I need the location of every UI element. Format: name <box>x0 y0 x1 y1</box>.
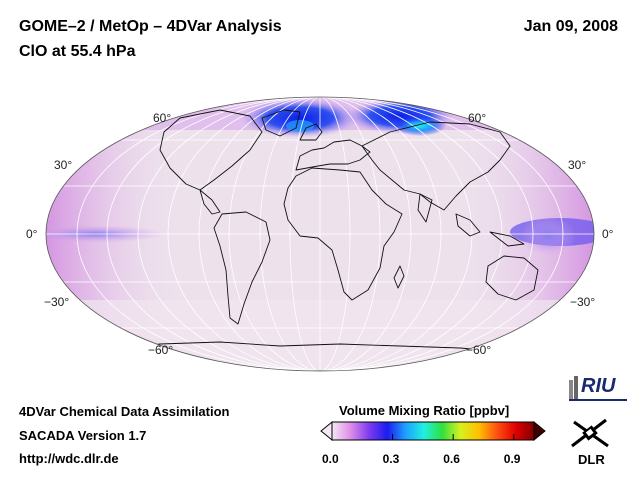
footer-url[interactable]: http://wdc.dlr.de <box>19 451 119 466</box>
colorbar-max-arrow <box>533 420 546 442</box>
lat-label-right-60s: −60° <box>466 343 492 357</box>
lat-label-left-30n: 30° <box>54 158 73 172</box>
lat-label-left-0: 0° <box>26 227 38 241</box>
lat-label-left-30s: −30° <box>44 295 70 309</box>
colorbar-tick-label: 0.3 <box>382 452 400 466</box>
lat-label-right-60n: 60° <box>468 111 487 125</box>
colorbar-title: Volume Mixing Ratio [ppbv] <box>339 403 510 418</box>
coastlines <box>99 109 541 371</box>
footer-line-1: 4DVar Chemical Data Assimilation <box>19 404 230 419</box>
footer-line-2: SACADA Version 1.7 <box>19 428 147 443</box>
colorbar-tick-label: 0.0 <box>322 452 339 466</box>
mixing-ratio-field <box>46 97 594 371</box>
colorbar-tick-label: 0.6 <box>443 452 460 466</box>
lat-label-left-60n: 60° <box>153 111 172 125</box>
colorbar <box>320 420 546 442</box>
colorbar-ramp <box>331 421 535 441</box>
riu-logo <box>569 376 627 401</box>
lat-label-right-30s: −30° <box>570 295 596 309</box>
date-label: Jan 09, 2008 <box>523 18 618 35</box>
colorbar-tick-labels: 0.0 0.3 0.6 0.9 <box>320 452 546 468</box>
lat-label-right-30n: 30° <box>568 158 587 172</box>
colorbar-min-arrow <box>320 420 333 442</box>
dlr-logo-mark <box>571 418 609 448</box>
map-border <box>45 96 595 372</box>
dlr-logo-text: DLR <box>578 452 605 467</box>
lat-label-left-60s: −60° <box>148 343 174 357</box>
graticule <box>46 97 594 371</box>
lat-label-right-0: 0° <box>602 227 614 241</box>
title-line-2: ClO at 55.4 hPa <box>19 43 136 60</box>
title-line-1: GOME–2 / MetOp – 4DVar Analysis <box>19 18 282 35</box>
riu-logo-text: RIU <box>581 375 616 397</box>
colorbar-tick-label: 0.9 <box>503 452 521 466</box>
